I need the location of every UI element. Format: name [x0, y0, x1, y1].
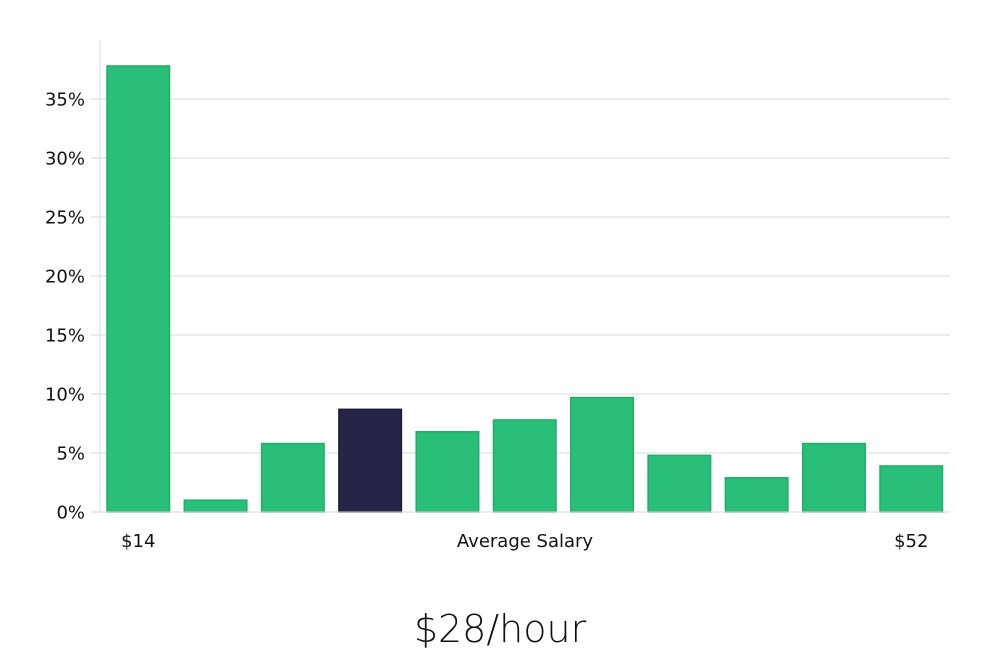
salary-bar	[879, 465, 944, 513]
y-tick-label: 10%	[45, 385, 85, 406]
x-start-label: $14	[121, 531, 155, 552]
label-layer: 0% 5% 10% 15% 20% 25% 30% 35% $14 Average Salary $…	[45, 90, 928, 553]
x-axis-title: Average Salary	[457, 531, 594, 552]
salary-bar	[724, 477, 789, 513]
y-tick-label: 30%	[45, 149, 85, 170]
bars-layer	[106, 65, 944, 513]
salary-bar	[492, 419, 557, 513]
y-tick-label: 25%	[45, 208, 85, 229]
salary-bar	[570, 396, 635, 513]
y-tick-label: 20%	[45, 267, 85, 288]
salary-bar	[647, 454, 712, 513]
salary-bar	[801, 442, 866, 513]
grid-layer	[100, 98, 950, 454]
y-tick-label: 5%	[56, 444, 85, 465]
salary-bar	[415, 431, 480, 513]
x-end-label: $52	[894, 531, 928, 552]
salary-bar	[183, 499, 248, 513]
y-tick-label: 35%	[45, 90, 85, 111]
salary-summary-value: $28/hour	[413, 607, 587, 651]
axis-layer	[91, 40, 950, 513]
salary-bar	[106, 65, 171, 513]
salary-bar	[260, 442, 325, 513]
highlighted-salary-bar	[338, 408, 403, 513]
y-tick-label: 15%	[45, 326, 85, 347]
y-tick-label: 0%	[56, 503, 85, 524]
